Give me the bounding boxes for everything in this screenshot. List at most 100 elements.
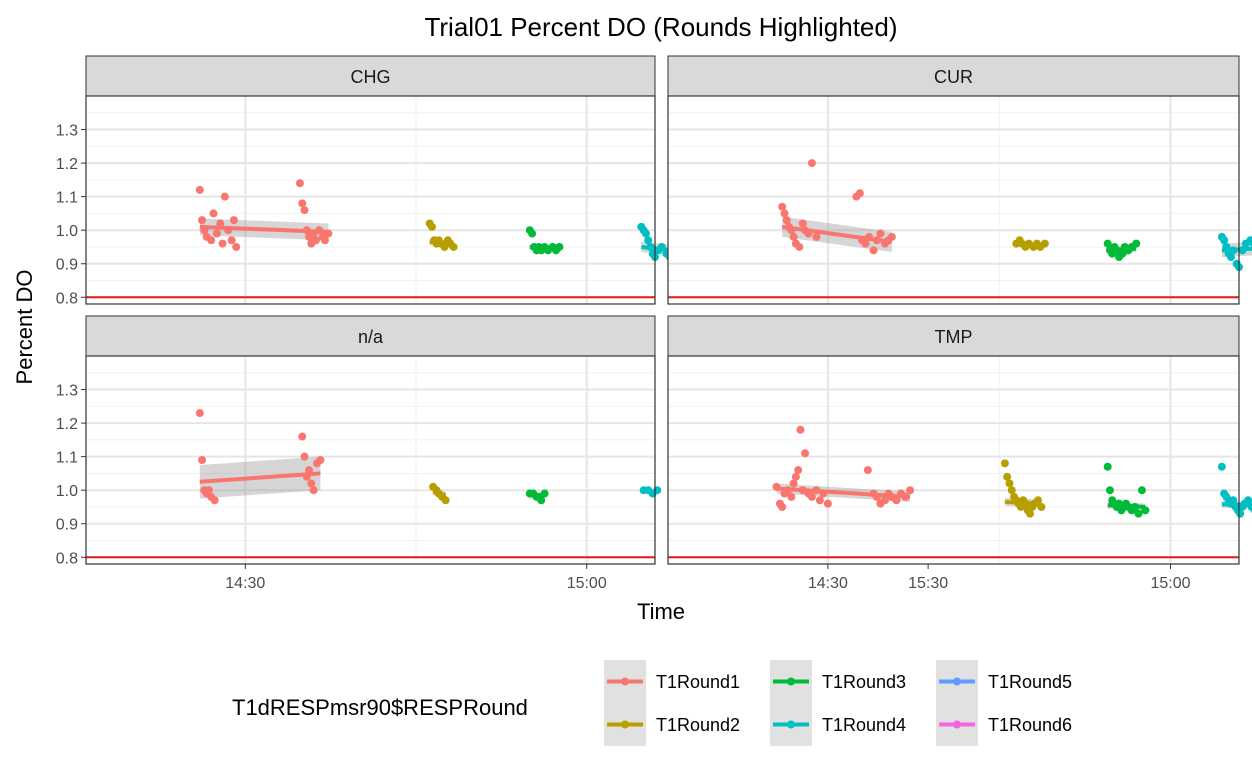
legend-item-T1Round3: T1Round3 xyxy=(770,660,906,703)
data-point xyxy=(815,496,824,505)
series-group-T1Round1 xyxy=(195,179,333,251)
x-tick-label: 14:30 xyxy=(225,575,265,592)
data-point xyxy=(441,496,450,505)
data-point xyxy=(1244,496,1252,505)
data-point xyxy=(780,209,789,218)
legend-item-T1Round2: T1Round2 xyxy=(604,703,740,746)
data-point xyxy=(232,242,241,251)
series-group-T1Round1 xyxy=(195,409,325,505)
data-point xyxy=(892,496,901,505)
data-point xyxy=(1007,486,1016,495)
trend-line xyxy=(429,239,454,246)
data-point xyxy=(1003,472,1012,481)
data-point xyxy=(537,496,546,505)
panel-background xyxy=(668,356,1239,564)
data-point xyxy=(218,239,227,248)
minor-grid xyxy=(668,96,1239,304)
data-point xyxy=(791,472,800,481)
data-point xyxy=(204,486,213,495)
legend-label: T1Round2 xyxy=(656,715,740,735)
data-point xyxy=(641,229,650,238)
data-point xyxy=(298,432,307,441)
data-point xyxy=(789,232,798,241)
data-point xyxy=(528,229,537,238)
panel-background xyxy=(668,96,1239,304)
series-group-T1Round2 xyxy=(425,219,458,251)
data-point xyxy=(195,185,204,194)
series-group-T1Round2 xyxy=(1012,236,1049,251)
data-point xyxy=(823,499,832,508)
data-point xyxy=(880,496,889,505)
y-tick-label: 1.2 xyxy=(56,156,78,173)
data-point xyxy=(794,466,803,475)
data-point xyxy=(216,219,225,228)
legend-key-point xyxy=(621,720,629,729)
y-tick-label: 1.1 xyxy=(56,450,78,467)
data-point xyxy=(798,219,807,228)
data-point xyxy=(300,452,309,461)
data-point xyxy=(1026,509,1035,518)
data-point xyxy=(801,449,810,458)
legend-key-point xyxy=(953,720,961,729)
data-point xyxy=(796,425,805,434)
x-tick-label: 15:00 xyxy=(567,575,607,592)
facet-panel-2: n/a 0.8 0.9 1.0 1.1 1.2 1.3 14:30 15:00 15:30 xyxy=(56,315,1001,592)
facet-strip-label: CHG xyxy=(351,67,391,87)
data-point xyxy=(855,189,864,198)
data-point xyxy=(1217,462,1226,471)
legend-key-point xyxy=(787,720,795,729)
facet-panels: CHG 0.8 0.9 1.0 1.1 1.2 1.3 CUR n/a 0.8 0.9 1.0 1.1 1… xyxy=(56,55,1252,592)
data-point xyxy=(427,222,436,231)
data-point xyxy=(887,232,896,241)
x-tick-label: 15:00 xyxy=(1150,575,1190,592)
data-point xyxy=(307,479,316,488)
data-point xyxy=(807,159,816,168)
data-point xyxy=(876,229,885,238)
data-point xyxy=(1220,236,1229,245)
data-point xyxy=(778,202,787,211)
legend-label: T1Round3 xyxy=(822,672,906,692)
legend-label: T1Round4 xyxy=(822,715,906,735)
x-axis-label: Time xyxy=(637,599,685,624)
legend-key-point xyxy=(953,677,961,686)
data-point xyxy=(198,456,207,464)
panel-border xyxy=(85,95,656,305)
trend-line xyxy=(199,471,321,484)
trend-line xyxy=(1016,242,1045,248)
y-tick-label: 1.3 xyxy=(56,123,78,140)
y-tick-label: 1.2 xyxy=(56,416,78,433)
data-point xyxy=(1249,240,1252,248)
data-point xyxy=(305,466,314,475)
series-group-T1Round4 xyxy=(1217,462,1252,518)
series-group-T1Round3 xyxy=(525,489,549,505)
trend-line xyxy=(1004,499,1042,506)
legend-label: T1Round1 xyxy=(656,672,740,692)
data-point xyxy=(644,236,653,245)
data-point xyxy=(1105,486,1114,495)
y-tick-label: 0.8 xyxy=(56,290,78,307)
data-point xyxy=(311,236,320,245)
series-group-T1Round1 xyxy=(772,425,915,511)
legend-label: T1Round5 xyxy=(988,672,1072,692)
y-tick-label: 1.3 xyxy=(56,383,78,400)
data-point xyxy=(807,492,816,501)
trend-line xyxy=(776,486,911,499)
legend-key-point xyxy=(787,677,795,686)
trend-line xyxy=(1107,503,1146,509)
legend-key-point xyxy=(621,677,629,686)
data-point xyxy=(229,216,238,225)
series-group-T1Round1 xyxy=(778,159,896,255)
y-axis-label: Percent DO xyxy=(12,270,37,385)
legend: T1dRESPmsr90$RESPRound T1Round1T1Round2T… xyxy=(232,660,1072,746)
legend-item-T1Round1: T1Round1 xyxy=(604,660,740,703)
data-point xyxy=(869,246,878,255)
data-point xyxy=(1103,462,1112,471)
data-point xyxy=(300,206,309,215)
facet-strip-label: CUR xyxy=(934,67,973,87)
data-point xyxy=(1236,509,1245,518)
data-point xyxy=(295,179,304,188)
series-group-T1Round3 xyxy=(1103,239,1141,262)
legend-item-T1Round5: T1Round5 xyxy=(936,660,1072,703)
data-point xyxy=(787,492,796,501)
data-point xyxy=(320,236,329,245)
